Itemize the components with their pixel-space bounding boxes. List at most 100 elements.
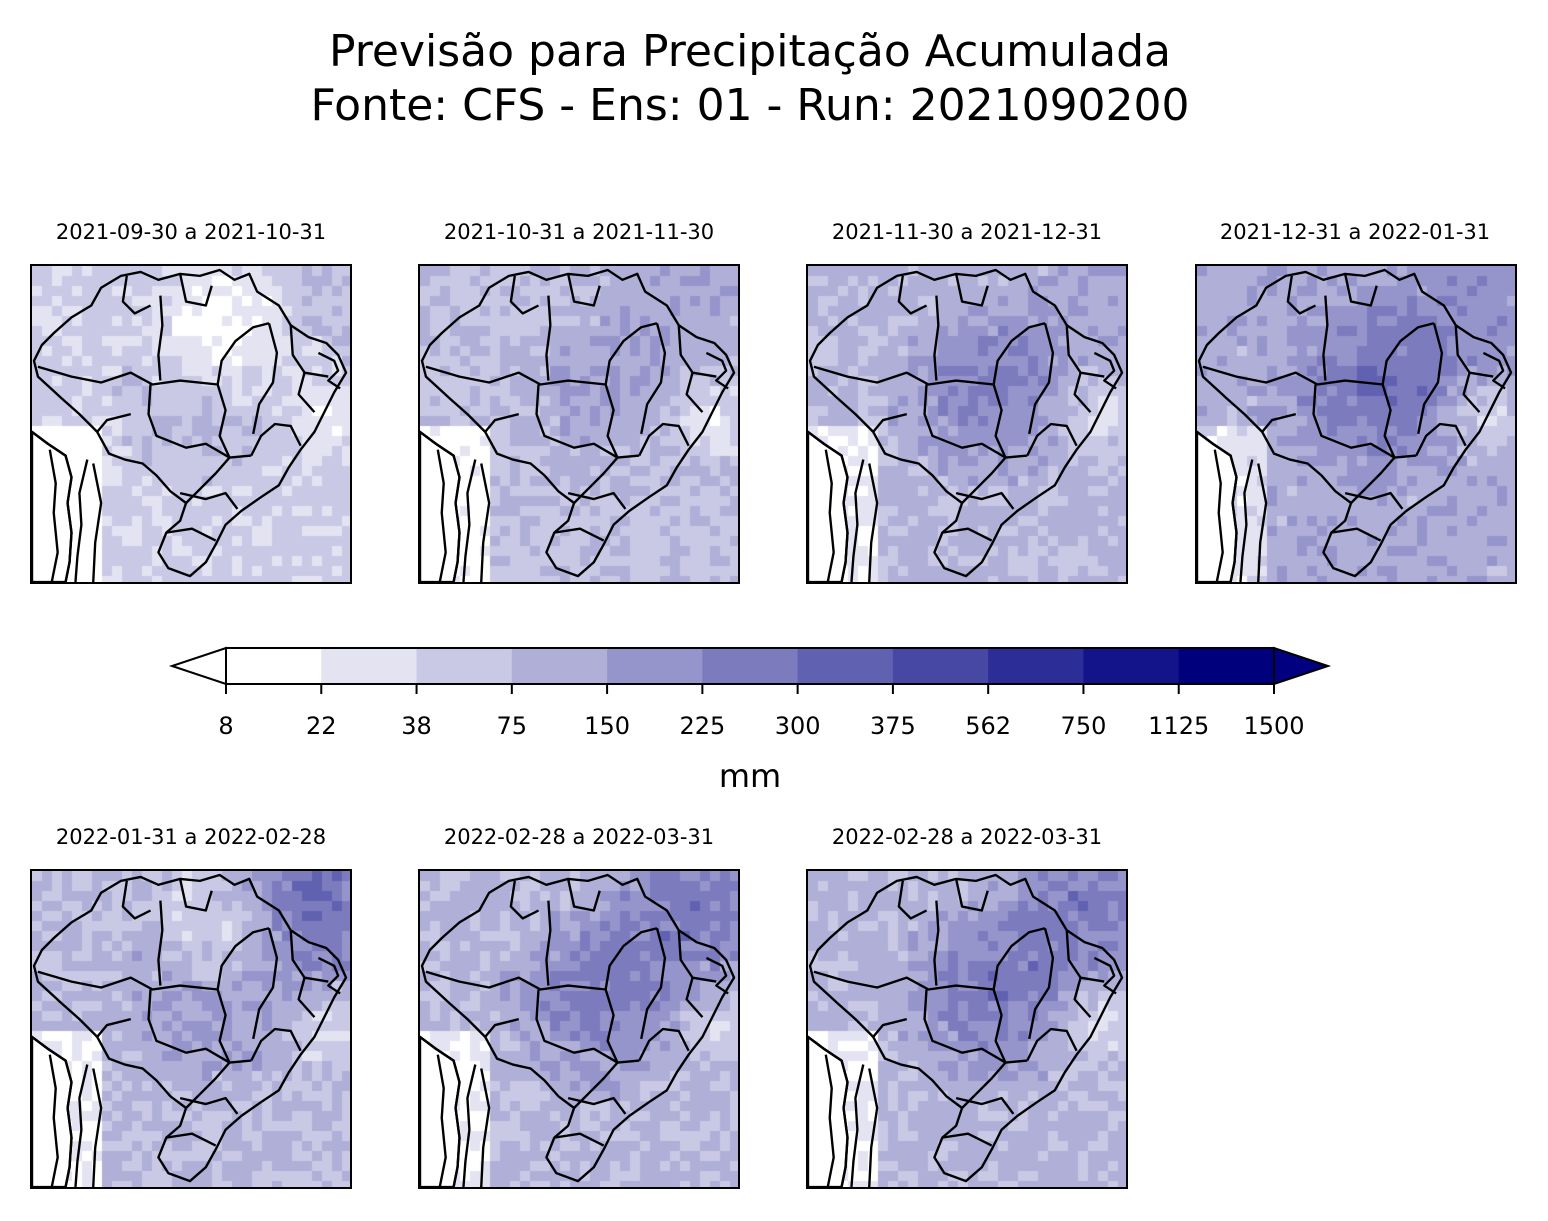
state-border — [640, 927, 667, 1040]
state-border — [813, 365, 994, 386]
state-border — [1462, 372, 1481, 413]
country-outline — [808, 268, 1124, 578]
neighbor-border — [420, 1035, 461, 1187]
panel-title: 2021-12-31 a 2022-01-31 — [1219, 220, 1491, 244]
state-border — [297, 977, 316, 1018]
colorbar-unit-label: mm — [718, 757, 782, 795]
state-border — [813, 970, 994, 991]
title-line-1: Previsão para Precipitação Acumulada — [329, 26, 1171, 77]
state-border — [604, 989, 619, 1064]
state-border — [992, 927, 1046, 990]
state-border — [1417, 322, 1444, 435]
state-border — [1073, 977, 1092, 1018]
state-border — [289, 930, 329, 983]
colorbar-under-triangle — [168, 646, 227, 686]
state-border — [1454, 325, 1494, 378]
state-border — [37, 365, 218, 386]
state-border — [923, 989, 1028, 1064]
country-outline — [32, 873, 348, 1183]
state-border — [1065, 325, 1105, 378]
colorbar-tick-label: 750 — [1060, 712, 1107, 740]
neighbor-border — [32, 1035, 73, 1187]
neighbor-border — [1239, 459, 1254, 582]
state-border — [250, 422, 302, 457]
colorbar-graphic — [168, 646, 1332, 694]
state-border — [535, 384, 640, 459]
state-border — [933, 295, 940, 381]
state-border — [147, 384, 252, 459]
state-border — [1093, 351, 1117, 390]
country-outline — [420, 268, 736, 578]
boundary-lines — [420, 268, 736, 582]
neighbor-border — [850, 1064, 865, 1187]
colorbar-tick-label: 22 — [305, 712, 337, 740]
colorbar-tick-label: 75 — [496, 712, 528, 740]
state-border — [897, 880, 928, 920]
state-border — [1026, 422, 1078, 457]
state-border — [1286, 275, 1317, 315]
state-border — [1026, 1027, 1078, 1062]
state-border — [954, 273, 989, 307]
colorbar-segment — [892, 648, 989, 684]
neighbor-border — [1213, 449, 1224, 582]
panel-title: 2022-01-31 a 2022-02-28 — [55, 825, 327, 849]
panel-title: 2021-09-30 a 2021-10-31 — [55, 220, 327, 244]
state-border — [1322, 295, 1329, 381]
colorbar-segment — [416, 648, 513, 684]
colorbar-segment — [1083, 648, 1180, 684]
state-border — [252, 322, 279, 435]
boundary-lines — [420, 873, 736, 1187]
state-border — [1344, 491, 1404, 510]
state-border — [545, 295, 552, 381]
state-border — [942, 527, 993, 542]
state-border — [923, 384, 1028, 459]
neighbor-border — [74, 1064, 89, 1187]
state-border — [955, 491, 1015, 510]
state-border — [545, 900, 552, 986]
state-border — [567, 1096, 627, 1115]
neighbor-border — [1257, 463, 1268, 582]
state-border — [1381, 322, 1435, 385]
neighbor-border — [808, 1035, 849, 1187]
panel-title: 2022-02-28 a 2022-03-31 — [831, 825, 1103, 849]
state-border — [1343, 273, 1378, 307]
colorbar-segment — [511, 648, 608, 684]
state-border — [685, 372, 704, 413]
state-border — [566, 273, 601, 307]
state-border — [1065, 930, 1105, 983]
state-border — [1028, 322, 1055, 435]
neighbor-border — [462, 459, 477, 582]
neighbor-border — [92, 463, 103, 582]
state-border — [685, 977, 704, 1018]
neighbor-border — [74, 459, 89, 582]
state-border — [37, 970, 218, 991]
state-border — [157, 295, 164, 381]
precipitation-map — [1195, 264, 1517, 584]
country-outline — [32, 268, 348, 578]
state-border — [425, 365, 606, 386]
neighbor-border — [92, 1068, 103, 1187]
state-border — [216, 927, 270, 990]
state-border — [1415, 422, 1467, 457]
colorbar-segment — [607, 648, 703, 684]
neighbor-border — [480, 463, 491, 582]
state-border — [1261, 412, 1297, 433]
state-border — [289, 325, 329, 378]
state-border — [157, 900, 164, 986]
neighbor-border — [824, 449, 835, 582]
neighbor-border — [420, 430, 461, 582]
state-border — [509, 880, 540, 920]
colorbar-tick-label: 1500 — [1243, 712, 1305, 740]
state-border — [166, 527, 217, 542]
boundary-lines — [808, 873, 1124, 1187]
title-line-2: Fonte: CFS - Ens: 01 - Run: 2021090200 — [310, 80, 1190, 131]
colorbar-tick-label: 38 — [401, 712, 432, 740]
state-border — [1381, 384, 1396, 459]
state-border — [897, 275, 928, 315]
colorbar-frame — [225, 647, 1275, 685]
neighbor-border — [824, 1054, 835, 1187]
precipitation-map — [806, 264, 1128, 584]
neighbor-border — [808, 430, 849, 582]
colorbar-tick-label: 300 — [774, 712, 821, 740]
neighbor-border — [462, 1064, 477, 1187]
